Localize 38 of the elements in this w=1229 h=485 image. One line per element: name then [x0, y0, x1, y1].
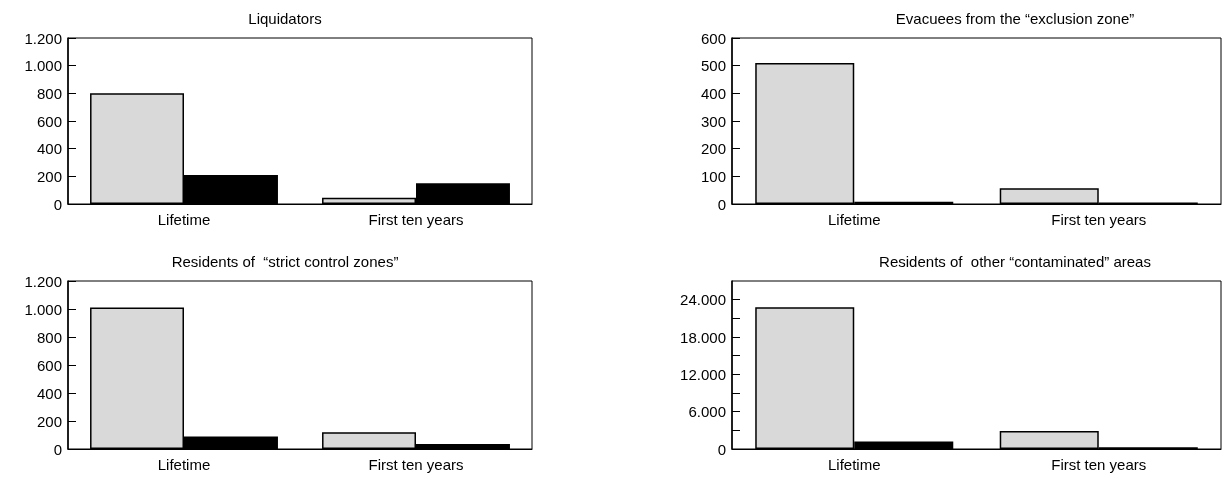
y-tick-label: 800 — [36, 328, 62, 346]
y-tick-label: 18.000 — [680, 328, 726, 346]
x-tick-label: Lifetime — [827, 456, 881, 473]
chart-title: Evacuees from the “exclusion zone” — [895, 10, 1135, 27]
x-tick-label: First ten years — [368, 456, 464, 473]
y-tick-label: 600 — [700, 29, 726, 47]
x-tick-label: First ten years — [1051, 211, 1147, 228]
x-tick-label: First ten years — [1051, 456, 1147, 473]
y-tick-label: 1.200 — [24, 272, 62, 290]
y-tick-label: 300 — [700, 112, 726, 130]
y-tick-label: 600 — [36, 112, 62, 130]
y-tick-label: 0 — [53, 195, 62, 213]
x-tick-label: Lifetime — [827, 211, 881, 228]
x-tick-label: Lifetime — [157, 456, 211, 473]
y-tick-label: 500 — [700, 57, 726, 75]
y-tick-label: 1.000 — [24, 57, 62, 75]
y-tick-label: 0 — [53, 440, 62, 458]
y-tick-label: 6.000 — [688, 403, 726, 421]
x-tick-label: First ten years — [368, 211, 464, 228]
y-tick-label: 1.000 — [24, 300, 62, 318]
y-tick-label: 0 — [717, 195, 726, 213]
y-tick-label: 400 — [700, 84, 726, 102]
chart-title: Liquidators — [248, 10, 322, 27]
y-tick-label: 200 — [700, 140, 726, 158]
x-tick-label: Lifetime — [157, 211, 211, 228]
y-tick-label: 200 — [36, 412, 62, 430]
y-tick-label: 100 — [700, 167, 726, 185]
y-tick-label: 400 — [36, 384, 62, 402]
y-tick-label: 24.000 — [680, 291, 726, 309]
y-tick-label: 800 — [36, 84, 62, 102]
y-tick-label: 200 — [36, 167, 62, 185]
chart-title: Residents of “strict control zones” — [171, 253, 399, 270]
chart-title: Residents of other “contaminated” areas — [879, 253, 1151, 270]
y-tick-label: 12.000 — [680, 365, 726, 383]
y-tick-label: 600 — [36, 356, 62, 374]
y-tick-label: 0 — [717, 440, 726, 458]
y-tick-label: 1.200 — [24, 29, 62, 47]
y-tick-label: 400 — [36, 140, 62, 158]
